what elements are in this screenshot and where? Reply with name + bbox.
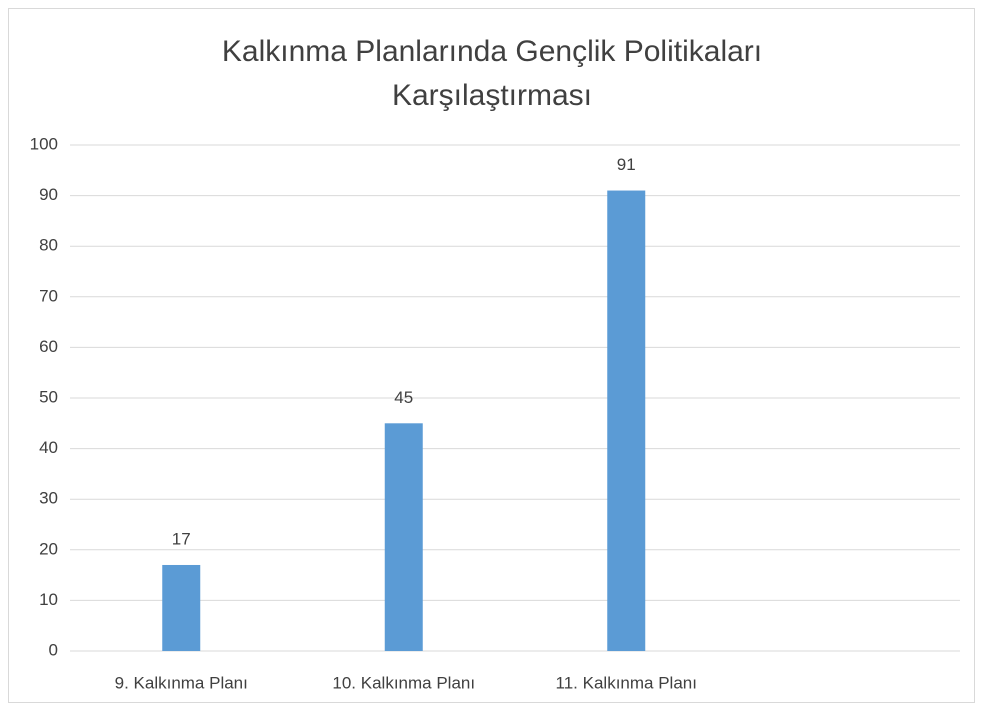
x-tick-label: 9. Kalkınma Planı bbox=[115, 673, 248, 692]
y-tick-label: 10 bbox=[39, 590, 58, 609]
y-tick-label: 80 bbox=[39, 236, 58, 255]
data-label: 91 bbox=[617, 155, 636, 174]
y-tick-label: 70 bbox=[39, 286, 58, 305]
y-tick-label: 90 bbox=[39, 185, 58, 204]
chart-title: Kalkınma Planlarında Gençlik Politikalar… bbox=[221, 35, 763, 112]
bar bbox=[384, 423, 423, 651]
x-tick-label: 11. Kalkınma Planı bbox=[556, 673, 697, 692]
data-label: 45 bbox=[394, 388, 413, 407]
x-tick-label: 10. Kalkınma Planı bbox=[332, 673, 475, 692]
data-label: 17 bbox=[172, 529, 191, 548]
bar bbox=[162, 564, 201, 651]
y-tick-label: 0 bbox=[49, 640, 58, 659]
y-tick-label: 50 bbox=[39, 387, 58, 406]
y-tick-label: 100 bbox=[30, 134, 58, 153]
bar bbox=[607, 190, 646, 652]
y-tick-label: 30 bbox=[39, 489, 58, 508]
y-tick-label: 40 bbox=[39, 438, 58, 457]
chart-frame bbox=[8, 8, 975, 703]
y-tick-label: 60 bbox=[39, 337, 58, 356]
y-tick-label: 20 bbox=[39, 539, 58, 558]
